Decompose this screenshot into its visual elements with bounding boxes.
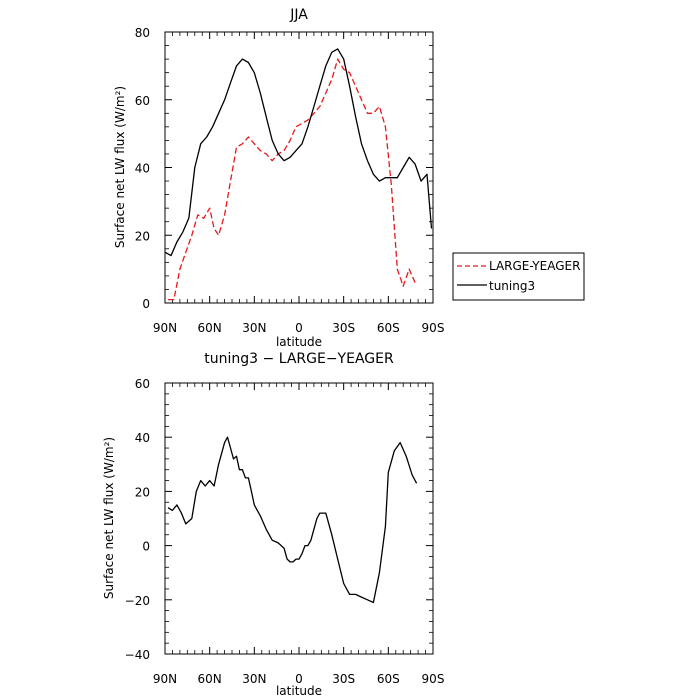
bottom-y-axis-label: Surface net LW flux (W/m²) xyxy=(102,437,116,599)
legend-label-large-yeager: LARGE-YEAGER xyxy=(489,259,580,273)
bottom-x-tick-label: 0 xyxy=(295,672,303,686)
bottom-y-tick-label: −20 xyxy=(125,594,150,608)
bottom-x-tick-label: 90S xyxy=(422,672,445,686)
top-x-axis-label: latitude xyxy=(276,335,322,349)
top-x-tick-label: 30N xyxy=(242,321,266,335)
top-x-tick-label: 90S xyxy=(422,321,445,335)
top-x-tick-label: 0 xyxy=(295,321,303,335)
top-y-tick-label: 40 xyxy=(135,162,150,176)
top-y-tick-label: 80 xyxy=(135,26,150,40)
top-chart-panel: JJA 90N 60N 30N 0 30S 60S 90S 0 20 40 60 80 latitud… xyxy=(113,7,585,349)
top-plot-frame xyxy=(164,31,434,304)
top-x-tick-label: 30S xyxy=(332,321,355,335)
bottom-y-tick-label: 20 xyxy=(135,485,150,499)
bottom-axis-ticks xyxy=(164,382,434,655)
top-x-tick-label: 90N xyxy=(153,321,177,335)
bottom-x-tick-label: 60S xyxy=(377,672,400,686)
top-y-tick-label: 60 xyxy=(135,94,150,108)
legend-box xyxy=(452,252,585,301)
top-axis-ticks xyxy=(164,31,434,304)
top-y-tick-label: 0 xyxy=(142,297,150,311)
top-y-axis-label: Surface net LW flux (W/m²) xyxy=(113,86,127,248)
bottom-x-tick-label: 30N xyxy=(242,672,266,686)
top-series-line-large-yeager xyxy=(168,58,416,301)
bottom-chart-panel: tuning3 − LARGE−YEAGER 90N 60N 30N 0 30S 60S 9… xyxy=(102,351,444,698)
bottom-x-tick-label: 60N xyxy=(198,672,222,686)
bottom-y-tick-label: 40 xyxy=(135,431,150,445)
bottom-x-axis-label: latitude xyxy=(276,684,322,698)
bottom-chart-title: tuning3 − LARGE−YEAGER xyxy=(204,351,394,367)
top-y-tick-label: 20 xyxy=(135,229,150,243)
top-x-tick-label: 60S xyxy=(377,321,400,335)
top-series-line-tuning3 xyxy=(164,48,433,257)
bottom-y-tick-label: −40 xyxy=(125,648,150,662)
top-chart-title: JJA xyxy=(289,7,308,23)
bottom-x-tick-label: 30S xyxy=(332,672,355,686)
legend: LARGE-YEAGER tuning3 xyxy=(452,252,585,301)
bottom-plot-frame xyxy=(164,382,434,655)
bottom-series-line-tuning3-large-yeager xyxy=(167,436,418,604)
bottom-x-tick-label: 90N xyxy=(153,672,177,686)
legend-label-tuning3: tuning3 xyxy=(489,279,535,293)
bottom-y-tick-label: 60 xyxy=(135,377,150,391)
bottom-y-tick-label: 0 xyxy=(142,540,150,554)
top-x-tick-label: 60N xyxy=(198,321,222,335)
